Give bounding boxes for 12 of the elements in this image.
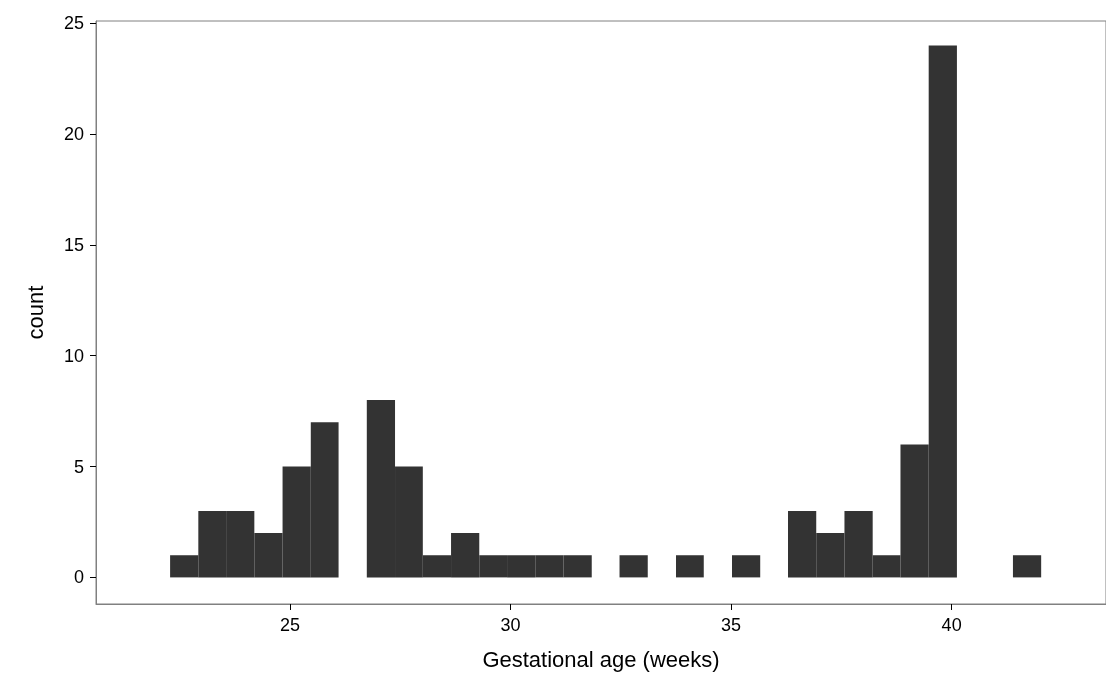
y-tick-label: 10 bbox=[63, 345, 84, 366]
y-tick-label: 20 bbox=[63, 124, 84, 145]
y-tick-label: 25 bbox=[63, 13, 84, 34]
x-tick-label: 30 bbox=[500, 615, 521, 635]
x-tick-label: 40 bbox=[941, 615, 962, 635]
y-tick-label: 15 bbox=[63, 234, 84, 255]
x-tick-label: 35 bbox=[721, 615, 742, 635]
y-axis-title: count bbox=[22, 285, 48, 340]
x-axis-title: Gestational age (weeks) bbox=[482, 646, 720, 672]
y-tick-label: 0 bbox=[73, 567, 84, 588]
x-tick-label: 25 bbox=[280, 615, 301, 635]
y-tick-label: 5 bbox=[73, 456, 84, 477]
